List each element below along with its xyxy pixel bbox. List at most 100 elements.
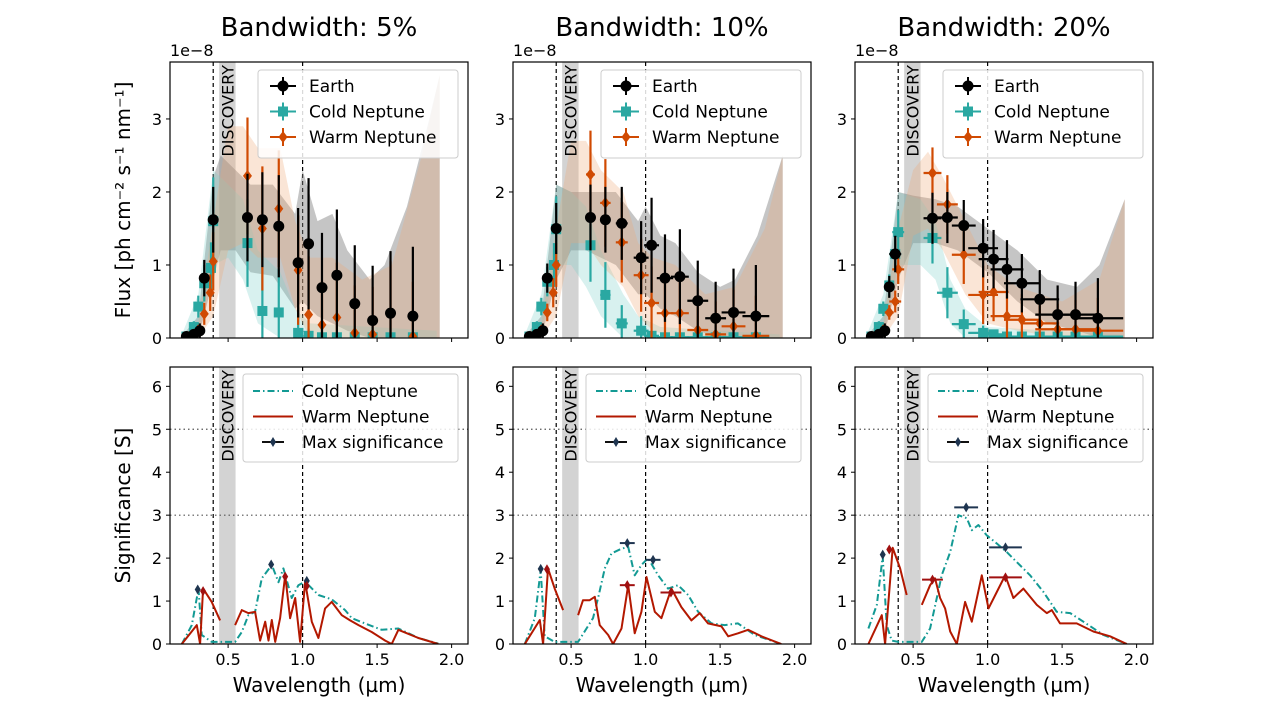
cold-neptune-significance-line [523, 545, 782, 644]
warm-neptune-marker [551, 258, 561, 271]
earth-data-point [316, 232, 328, 338]
legend-item-earth: Earth [955, 77, 1040, 97]
warm-neptune-marker [585, 168, 595, 181]
max-significance-marker [929, 574, 936, 585]
y-tick-label: 4 [837, 463, 847, 482]
earth-data-point [742, 264, 770, 338]
significance-panel: DISCOVERY 0 1 2 3 4 5 6 0.5 1.0 1.5 2.0 Wavelength (… [837, 366, 1154, 697]
plot-area [170, 367, 468, 644]
max-significance-warm-point [543, 564, 550, 575]
cold-neptune-data-point [892, 210, 905, 255]
earth-marker [659, 272, 671, 284]
earth-data-point [687, 260, 709, 338]
max-significance-cold-point [989, 542, 1022, 553]
legend: Cold Neptune Warm Neptune Max significance [242, 373, 459, 463]
legend-label: Cold Neptune [309, 103, 425, 123]
axes-frame [169, 61, 469, 339]
earth-data-point [879, 323, 891, 338]
discovery-band [219, 367, 236, 644]
y-tick-label: 3 [495, 506, 505, 525]
earth-marker [941, 212, 953, 224]
plot-area [180, 62, 440, 338]
y-tick-label: 1 [495, 256, 505, 275]
y-tick-label: 2 [495, 183, 505, 202]
earth-data-point [303, 178, 315, 310]
max-significance-cold-point [879, 549, 886, 560]
legend-box [942, 69, 1144, 159]
earth-marker [1092, 312, 1104, 324]
cold-neptune-marker [636, 325, 647, 336]
warm-neptune-significance-line [523, 567, 782, 644]
legend-label: Warm Neptune [987, 408, 1114, 428]
cold-neptune-data-point [936, 267, 958, 319]
legend-marker [278, 106, 288, 117]
x-tick-label: 1.0 [975, 650, 1000, 669]
y-tick-label: 1 [495, 592, 505, 611]
offset-text: 1e−8 [855, 41, 899, 60]
legend: Cold Neptune Warm Neptune Max significance [927, 373, 1144, 463]
earth-data-point [936, 191, 958, 244]
warm-neptune-data-point [199, 302, 209, 325]
earth-data-point [923, 192, 942, 244]
discovery-band [562, 62, 579, 338]
cold-neptune-data-point [615, 305, 628, 338]
legend: Earth Cold Neptune Warm Neptune [257, 69, 459, 159]
y-tick-label: 2 [495, 549, 505, 568]
y-tick-label: 2 [152, 549, 162, 568]
max-significance-warm-point [282, 571, 289, 582]
discovery-band [904, 367, 921, 644]
legend-label: Max significance [302, 433, 443, 453]
cold-neptune-marker [616, 318, 627, 329]
warm-neptune-marker [199, 307, 209, 320]
legend-item-earth: Earth [613, 77, 698, 97]
y-tick-label: 1 [837, 256, 847, 275]
max-significance-marker [650, 554, 657, 565]
legend-label: Warm Neptune [309, 128, 436, 148]
offset-text: 1e−8 [170, 41, 214, 60]
legend-item-cold-neptune: Cold Neptune [253, 382, 418, 402]
plot-area [523, 62, 783, 338]
max-significance-marker [624, 538, 631, 549]
y-tick-label: 0 [152, 329, 162, 348]
cold-neptune-marker [531, 322, 542, 333]
y-tick-label: 3 [837, 506, 847, 525]
legend-label: Warm Neptune [652, 128, 779, 148]
earth-data-point [670, 229, 689, 325]
earth-data-point [978, 229, 1009, 289]
cold-neptune-marker [600, 289, 611, 300]
discovery-band [219, 62, 236, 338]
y-tick-label: 1 [152, 256, 162, 275]
legend-item-max-significance: Max significance [947, 433, 1128, 453]
earth-marker [292, 257, 304, 269]
earth-marker [750, 310, 762, 322]
legend-marker [963, 131, 973, 143]
legend-box [585, 373, 802, 463]
x-tick-label: 1.5 [707, 650, 732, 669]
x-tick-label: 1.5 [1049, 650, 1074, 669]
warm-neptune-marker [304, 308, 314, 321]
max-significance-marker [543, 564, 550, 575]
earth-data-point [705, 281, 727, 338]
cold-neptune-marker [958, 319, 969, 330]
cold-neptune-marker [893, 227, 904, 238]
warm-neptune-data-point [884, 305, 894, 320]
earth-data-point [615, 186, 628, 260]
plot-area [855, 367, 1153, 644]
earth-marker [198, 272, 210, 284]
warm-neptune-marker [647, 296, 657, 309]
max-significance-marker [879, 549, 886, 560]
flux-panel: DISCOVERY 0 1 2 3 1e−8 Earth Cold Neptune Warm N… [837, 41, 1154, 348]
cold-neptune-marker [873, 322, 884, 333]
earth-data-point [951, 200, 976, 252]
earth-data-point [367, 265, 379, 338]
legend-item-cold-neptune: Cold Neptune [596, 382, 761, 402]
earth-marker [584, 212, 596, 224]
flux-panel: DISCOVERY 0 1 2 3 1e−8 Flux [ph cm⁻² s⁻¹ nm⁻¹]… [111, 41, 469, 348]
cold-neptune-uncertainty-band [183, 170, 437, 338]
max-significance-cold-point [537, 563, 544, 574]
earth-data-point [292, 208, 304, 318]
x-tick-label: 2.0 [1124, 650, 1149, 669]
earth-marker [958, 220, 970, 232]
cold-neptune-data-point [600, 262, 611, 328]
